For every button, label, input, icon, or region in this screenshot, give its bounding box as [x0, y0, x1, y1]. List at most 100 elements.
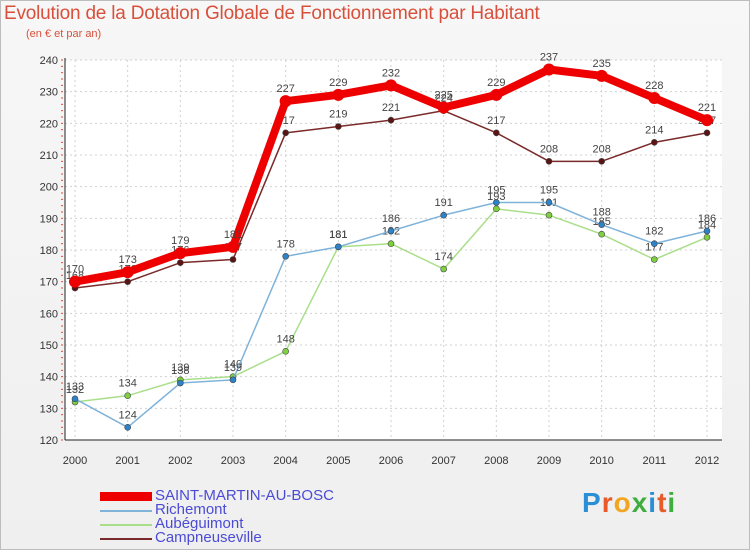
data-label-richemont: 195 — [540, 185, 558, 197]
x-tick-label: 2010 — [589, 455, 613, 467]
plot-area — [65, 60, 722, 440]
x-tick-label: 2007 — [431, 455, 455, 467]
data-point-richemont — [651, 240, 658, 247]
data-label-saint-martin-au-bosc: 225 — [434, 90, 452, 102]
chart-title: Evolution de la Dotation Globale de Fonc… — [4, 3, 540, 24]
x-tick-label: 2001 — [115, 455, 139, 467]
data-point-campneuseville — [177, 259, 184, 266]
data-label-campneuseville: 221 — [382, 102, 400, 114]
data-label-aubeguimont: 139 — [171, 362, 189, 374]
x-tick-label: 2005 — [326, 455, 350, 467]
logo-letter: o — [613, 487, 632, 518]
data-label-saint-martin-au-bosc: 235 — [592, 58, 610, 70]
data-point-campneuseville — [493, 129, 500, 137]
y-tick-label: 150 — [40, 340, 58, 352]
data-point-saint-martin-au-bosc — [69, 275, 81, 288]
legend-label: SAINT-MARTIN-AU-BOSC — [155, 487, 334, 504]
data-point-aubeguimont — [598, 230, 605, 238]
legend-label: Richemont — [155, 501, 227, 518]
y-tick-label: 210 — [40, 150, 58, 162]
data-label-aubeguimont: 177 — [645, 242, 663, 254]
logo-letter: i — [648, 487, 658, 518]
data-point-richemont — [545, 199, 553, 206]
data-label-aubeguimont: 148 — [276, 333, 294, 345]
legend-label: Aubéguimont — [155, 515, 244, 532]
data-label-richemont: 181 — [329, 229, 347, 241]
data-point-saint-martin-au-bosc — [385, 79, 397, 92]
y-tick-label: 230 — [40, 87, 58, 99]
logo-letter: t — [657, 487, 668, 518]
data-point-richemont — [177, 379, 184, 387]
data-label-aubeguimont: 193 — [487, 191, 505, 203]
data-point-richemont — [282, 253, 289, 260]
y-tick-label: 240 — [40, 55, 58, 67]
data-label-saint-martin-au-bosc: 179 — [171, 235, 189, 247]
data-label-saint-martin-au-bosc: 173 — [118, 254, 136, 266]
data-point-aubeguimont — [282, 348, 289, 355]
data-point-richemont — [440, 211, 447, 219]
data-label-campneuseville: 208 — [592, 143, 610, 155]
data-point-saint-martin-au-bosc — [648, 92, 661, 104]
data-label-richemont: 133 — [66, 381, 84, 393]
data-label-aubeguimont: 132 — [66, 384, 84, 396]
data-point-richemont — [229, 376, 237, 384]
data-point-aubeguimont — [651, 256, 658, 263]
data-point-aubeguimont — [387, 240, 395, 247]
data-point-aubeguimont — [703, 234, 711, 241]
data-point-richemont — [387, 227, 395, 235]
y-tick-label: 160 — [40, 308, 58, 320]
data-label-saint-martin-au-bosc: 229 — [329, 77, 347, 89]
data-label-saint-martin-au-bosc: 237 — [540, 52, 558, 64]
data-label-aubeguimont: 181 — [329, 229, 347, 241]
legend-item-campneuseville: Campneuseville — [100, 529, 400, 547]
x-tick-label: 2008 — [484, 455, 508, 467]
y-tick-label: 120 — [40, 435, 58, 447]
data-point-saint-martin-au-bosc — [121, 266, 134, 279]
data-point-campneuseville — [598, 158, 605, 165]
data-point-richemont — [493, 199, 500, 206]
logo-letter: P — [582, 487, 602, 518]
legend-swatch — [100, 538, 152, 540]
data-label-saint-martin-au-bosc: 229 — [487, 77, 505, 89]
y-tick-label: 140 — [40, 372, 58, 384]
x-tick-label: 2003 — [221, 455, 245, 467]
data-point-aubeguimont — [493, 205, 500, 213]
data-point-campneuseville — [651, 139, 658, 146]
data-point-saint-martin-au-bosc — [227, 240, 239, 253]
x-tick-label: 2002 — [168, 455, 192, 467]
data-label-richemont: 182 — [645, 226, 663, 238]
data-point-saint-martin-au-bosc — [490, 88, 503, 101]
legend-swatch — [100, 524, 152, 526]
data-point-saint-martin-au-bosc — [595, 69, 608, 82]
x-tick-label: 2006 — [379, 455, 403, 467]
data-point-saint-martin-au-bosc — [279, 95, 292, 108]
data-label-aubeguimont: 184 — [698, 219, 716, 231]
legend-swatch — [100, 510, 152, 512]
logo-letter: i — [667, 487, 677, 518]
data-point-campneuseville — [703, 129, 711, 137]
data-point-saint-martin-au-bosc — [332, 88, 345, 101]
data-point-campneuseville — [229, 256, 237, 263]
data-label-saint-martin-au-bosc: 227 — [276, 83, 294, 95]
y-tick-label: 130 — [40, 403, 58, 415]
y-tick-label: 180 — [40, 245, 58, 257]
data-label-richemont: 178 — [276, 238, 294, 250]
y-tick-label: 170 — [40, 277, 58, 289]
data-label-richemont: 186 — [382, 213, 400, 225]
data-label-campneuseville: 208 — [540, 143, 558, 155]
data-label-saint-martin-au-bosc: 170 — [66, 264, 84, 276]
data-label-richemont: 139 — [224, 362, 242, 374]
data-label-richemont: 138 — [171, 365, 189, 377]
data-point-aubeguimont — [545, 211, 553, 219]
data-point-campneuseville — [282, 129, 289, 137]
data-label-aubeguimont: 134 — [118, 378, 136, 390]
data-point-saint-martin-au-bosc — [543, 63, 555, 76]
data-label-richemont: 188 — [592, 207, 610, 219]
legend-item-aubeguimont: Aubéguimont — [100, 515, 400, 533]
data-point-saint-martin-au-bosc — [701, 114, 713, 127]
proxiti-logo: Proxiti — [582, 487, 676, 519]
chart-subtitle: (en € et par an) — [26, 28, 102, 40]
data-label-richemont: 191 — [434, 197, 452, 209]
data-label-campneuseville: 214 — [645, 124, 663, 136]
